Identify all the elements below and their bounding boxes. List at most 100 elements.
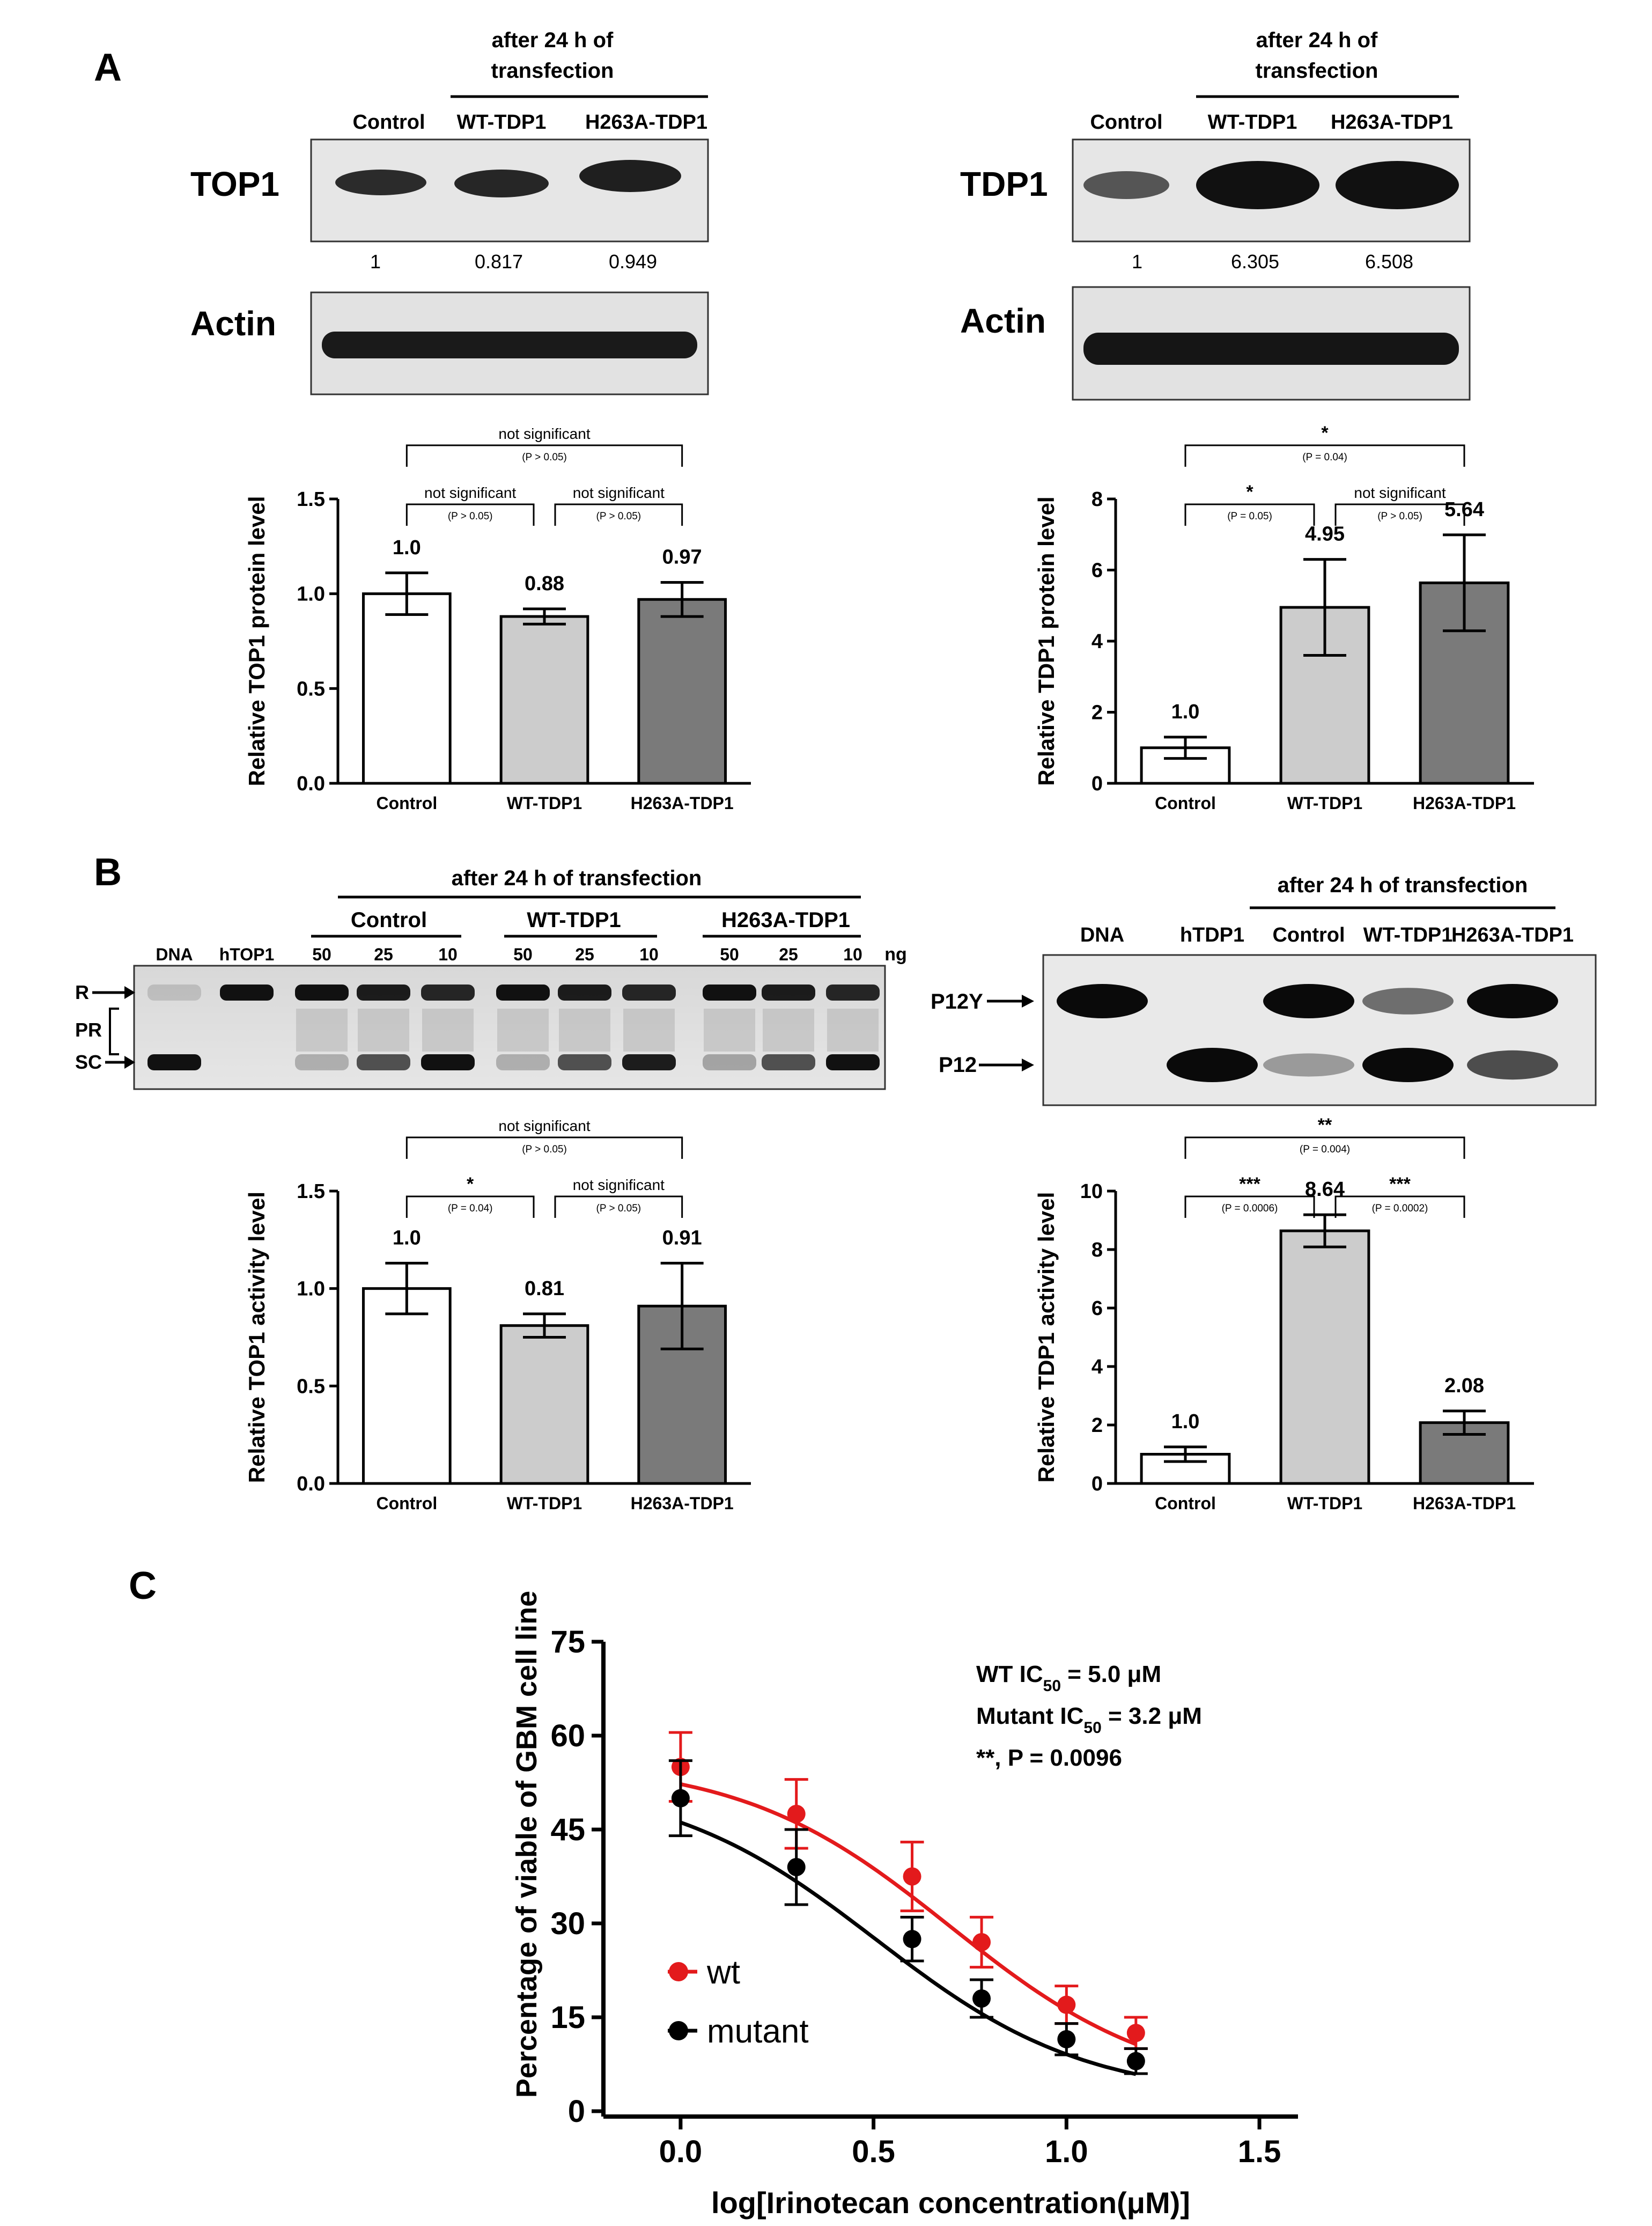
y-tick-label: 0.5 [297, 1375, 325, 1398]
gel-band [295, 985, 349, 1001]
gel-lane-label: 25 [575, 945, 594, 964]
annotation-text: WT IC50 = 5.0 μM [976, 1661, 1161, 1695]
gel-band [1467, 1050, 1558, 1080]
gel-lane-label: H263A-TDP1 [1451, 924, 1574, 946]
gel-band [622, 985, 676, 1001]
gel-lane-label: 10 [438, 945, 458, 964]
data-point-wt [1057, 1995, 1076, 2014]
p-value-label: (P > 0.05) [522, 1144, 567, 1155]
gel-lane-label: 25 [779, 945, 798, 964]
gel-lane-label: 10 [843, 945, 862, 964]
p-value-label: (P > 0.05) [1377, 511, 1422, 522]
band-quant: 0.817 [475, 251, 523, 273]
bar-chart-top1-protein: 0.0 0.5 1.0 1.5 Relative TOP1 protein level 1… [244, 425, 751, 813]
significance-bracket [554, 503, 683, 526]
data-label: 8.64 [1305, 1178, 1345, 1201]
y-tick-label: 0.0 [297, 1473, 325, 1495]
p-value-label: (P > 0.05) [596, 511, 641, 522]
data-point-mutant [671, 1789, 690, 1808]
y-axis-label: Relative TDP1 activity level [1034, 1192, 1059, 1483]
lane-label: Control [352, 111, 425, 134]
x-tick-label: H263A-TDP1 [631, 794, 734, 813]
significance-label: not significant [498, 425, 590, 442]
y-tick-label: 0.5 [297, 678, 325, 700]
data-point-wt [787, 1804, 806, 1823]
lane-label: H263A-TDP1 [1331, 111, 1453, 134]
gel-row-label: R [75, 981, 89, 1003]
gel-band [421, 1054, 475, 1070]
blot-header-line2: transfection [1256, 59, 1378, 83]
bar-chart-tdp1-protein: 0 2 4 6 8 Relative TDP1 protein level 1.0 Contr… [1034, 423, 1534, 813]
x-tick-label: 1.5 [1238, 2134, 1281, 2169]
gel-lane-label: Control [1272, 924, 1345, 946]
gel-band [826, 1054, 880, 1070]
gel-image [1042, 954, 1597, 1106]
p-value-label: (P > 0.05) [448, 511, 493, 522]
row-bracket [109, 1008, 119, 1055]
gel-lane-label: hTDP1 [1180, 924, 1244, 946]
gel-lane-label: 50 [513, 945, 533, 964]
x-tick-label: Control [376, 794, 437, 813]
significance-label: *** [1239, 1174, 1260, 1194]
data-point-mutant [1057, 2030, 1076, 2048]
gel-smear [559, 1009, 610, 1052]
blot-band [579, 160, 681, 192]
band-quant: 1 [370, 251, 381, 273]
annotation-text: Mutant IC50 = 3.2 μM [976, 1703, 1202, 1737]
data-point-mutant [972, 1989, 991, 2008]
y-tick-label: 0 [1092, 773, 1103, 795]
x-tick-label: 0.5 [852, 2134, 895, 2169]
y-axis-label: Relative TDP1 protein level [1034, 496, 1059, 785]
western-blot-tdp1: after 24 h of transfection Control WT-TD… [960, 28, 1471, 401]
data-point-mutant [787, 1858, 806, 1876]
significance-bracket [405, 1195, 535, 1218]
y-tick-label: 2 [1092, 1414, 1103, 1437]
x-tick-label: 0.0 [659, 2134, 703, 2169]
data-label: 0.81 [525, 1277, 564, 1300]
gel-lane-label: DNA [1080, 924, 1124, 946]
significance-label: not significant [424, 484, 516, 501]
gel-group-label: Control [351, 908, 427, 932]
blot-band [335, 170, 426, 195]
data-label: 2.08 [1444, 1375, 1484, 1397]
gel-tdp1-activity: after 24 h of transfection DNA hTDP1 Contr… [931, 873, 1597, 1106]
gel-band [220, 985, 274, 1001]
gel-band [421, 985, 475, 1001]
blot-band [1336, 161, 1459, 209]
y-tick-label: 15 [550, 2000, 585, 2035]
gel-band [1263, 984, 1354, 1018]
y-tick-label: 1.5 [297, 1180, 325, 1203]
p-value-label: (P > 0.05) [522, 452, 567, 463]
gel-band [558, 985, 611, 1001]
x-tick-label: H263A-TDP1 [631, 1494, 734, 1513]
gel-band [1362, 1048, 1454, 1082]
bar [362, 1287, 452, 1485]
y-tick-label: 75 [550, 1625, 585, 1659]
gel-lane-label: DNA [156, 945, 193, 964]
lane-label: WT-TDP1 [1208, 111, 1297, 134]
gel-smear [623, 1009, 675, 1052]
data-point-mutant [903, 1930, 921, 1949]
gel-band [1167, 1048, 1258, 1082]
gel-lane-label: 50 [720, 945, 739, 964]
gel-smear [497, 1009, 549, 1052]
data-label: 1.0 [393, 537, 421, 559]
bar-chart-top1-activity: 0.0 0.5 1.0 1.5 Relative TOP1 activity level… [244, 1118, 751, 1513]
y-tick-label: 1.5 [297, 488, 325, 511]
significance-bracket [1334, 503, 1465, 526]
significance-bracket [405, 444, 683, 467]
data-label: 0.97 [662, 546, 702, 568]
data-point-wt [972, 1933, 991, 1951]
blot-band [454, 170, 549, 197]
gel-band [622, 1054, 676, 1070]
gel-band [357, 985, 410, 1001]
gel-band [1057, 984, 1148, 1018]
loading-label: Actin [190, 304, 276, 343]
band-quant: 1 [1132, 251, 1142, 273]
lane-label: WT-TDP1 [457, 111, 547, 134]
significance-bracket [1184, 503, 1315, 526]
data-point-wt [1126, 2024, 1145, 2043]
fit-curve-mutant [680, 1820, 1137, 2076]
gel-band [148, 985, 201, 1001]
